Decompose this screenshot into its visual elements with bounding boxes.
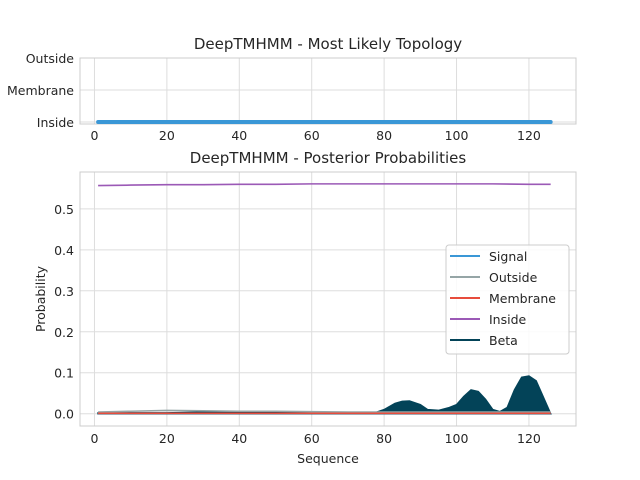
posterior-x-tick-label: 60 — [304, 431, 320, 446]
posterior-x-tick-label: 100 — [445, 431, 469, 446]
topology-x-tick-label: 0 — [91, 128, 99, 143]
posterior-y-tick-label: 0.0 — [54, 407, 74, 422]
posterior-chart-title: DeepTMHMM - Posterior Probabilities — [190, 149, 467, 167]
posterior-y-tick-label: 0.5 — [54, 202, 74, 217]
posterior-plot-frame — [79, 171, 577, 427]
posterior-x-tick-label: 120 — [517, 431, 541, 446]
legend-label-membrane: Membrane — [489, 291, 556, 306]
posterior-x-tick-label: 80 — [376, 431, 392, 446]
series-beta-area — [97, 375, 552, 415]
posterior-y-tick-label: 0.3 — [54, 284, 74, 299]
topology-x-tick-label: 100 — [445, 128, 469, 143]
series-inside-line — [98, 183, 551, 187]
legend-box — [445, 244, 570, 355]
legend-label-outside: Outside — [489, 270, 538, 285]
posterior-x-tick-label: 0 — [91, 431, 99, 446]
topology-chart-title: DeepTMHMM - Most Likely Topology — [194, 35, 462, 53]
posterior-y-tick-label: 0.4 — [54, 243, 74, 258]
series-outside-line — [98, 409, 551, 413]
topology-y-tick-outside: Outside — [26, 51, 75, 66]
topology-plot-frame — [79, 57, 577, 125]
x-axis-label: Sequence — [297, 451, 359, 466]
posterior-series — [97, 183, 552, 415]
posterior-x-tick-label: 40 — [231, 431, 247, 446]
posterior-y-tick-label: 0.1 — [54, 366, 74, 381]
topology-y-tick-membrane: Membrane — [7, 83, 74, 98]
topology-x-tick-label: 40 — [231, 128, 247, 143]
topology-x-tick-label: 80 — [376, 128, 392, 143]
topology-x-tick-label: 60 — [304, 128, 320, 143]
topology-x-tick-label: 20 — [159, 128, 175, 143]
posterior-y-tick-label: 0.2 — [54, 325, 74, 340]
topology-x-tick-label: 120 — [517, 128, 541, 143]
legend-label-beta: Beta — [489, 333, 518, 348]
y-axis-label: Probability — [33, 265, 48, 332]
legend-label-inside: Inside — [489, 312, 527, 327]
legend-label-signal: Signal — [489, 249, 527, 264]
posterior-x-tick-label: 20 — [159, 431, 175, 446]
topology-grid — [80, 57, 576, 124]
topology-ticks: 0 20 40 60 80 100 120 Outside Membrane Inside — [7, 51, 541, 143]
legend: Signal Outside Membrane Inside Beta — [445, 244, 570, 355]
posterior-ticks: 0 20 40 60 80 100 120 0.0 0.1 0.2 0.3 0.4 0.5 — [54, 202, 541, 446]
topology-y-tick-inside: Inside — [37, 115, 75, 130]
